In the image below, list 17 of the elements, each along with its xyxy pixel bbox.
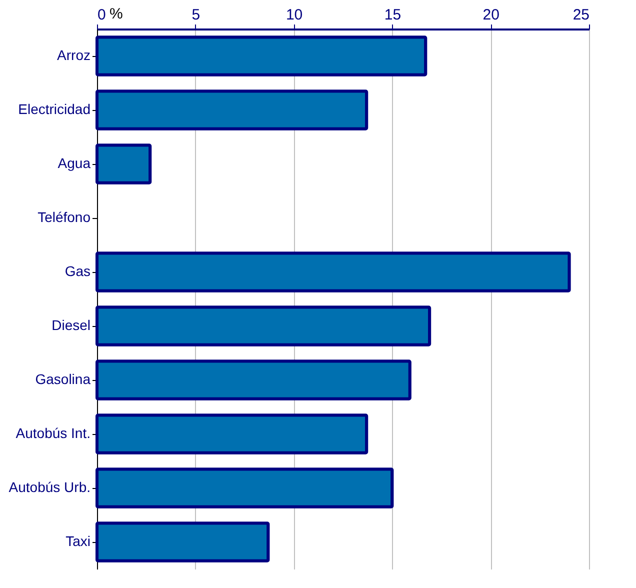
x-tick-label: 20: [482, 6, 500, 24]
x-tick-label: 5: [192, 6, 200, 24]
y-tick-label: Arroz: [57, 47, 90, 63]
y-tick-label: Autobús Urb.: [8, 479, 90, 495]
y-tick-label: Gasolina: [35, 371, 91, 387]
x-tick-label: 10: [286, 6, 303, 24]
y-tick-label: Taxi: [66, 533, 90, 549]
x-tick-label: 15: [384, 6, 402, 24]
x-axis-title: %: [110, 6, 123, 22]
y-tick-label: Gas: [64, 263, 90, 279]
y-tick-label: Agua: [58, 155, 91, 171]
x-tick-label: 0: [98, 6, 106, 24]
y-tick-label: Diesel: [52, 317, 90, 333]
y-tick-label: Electricidad: [18, 101, 90, 117]
y-tick-label: Autobús Int.: [16, 425, 90, 441]
x-tick-label: 25: [572, 6, 590, 24]
y-tick-label: Teléfono: [38, 209, 91, 225]
